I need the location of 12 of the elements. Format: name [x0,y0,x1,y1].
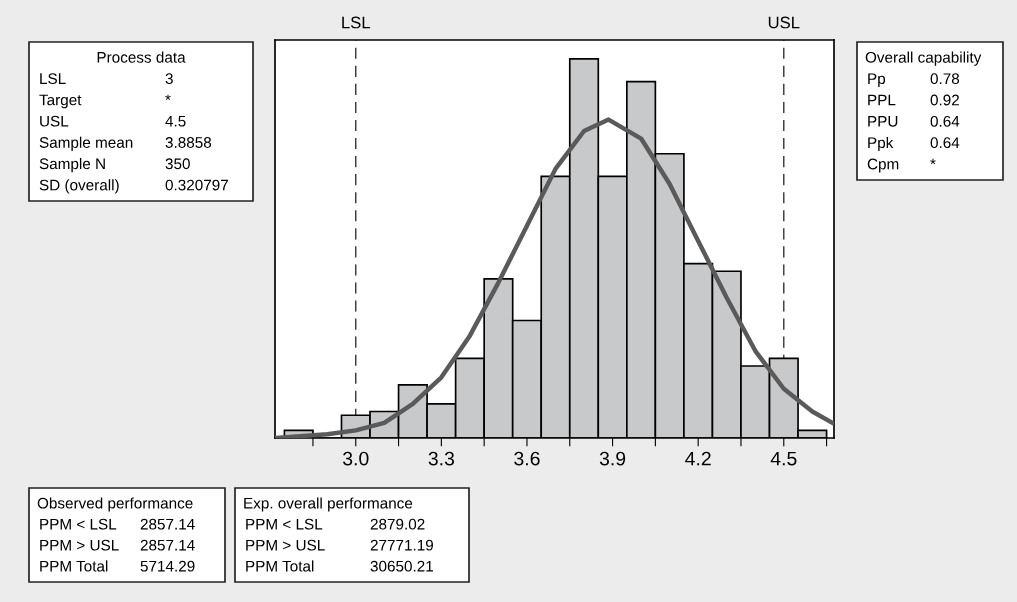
text: Process data LSL 3 Target * USL 4.5 Sample mean 3.8858 Sample N 350 SD (overall) 0.320797 [39,51,228,194]
ref-line-label: LSL [342,16,371,29]
text: Observed performance PPM < LSL 2857.14 PPM > USL 2857.14 PPM Total 5714.29 [37,497,195,572]
x-tick-label: 3.3 [428,451,455,466]
x-tick-label: 3.0 [342,451,369,466]
x-tick-label: 4.2 [685,451,711,466]
x-tick-label: 3.9 [599,451,626,466]
x-tick-label: 4.5 [770,451,797,466]
text: Overall capability Pp 0.78 PPL 0.92 PPU 0.64 Ppk 0.64 Cpm * [865,51,982,173]
x-tick-label: 3.6 [514,451,540,466]
text: Exp. overall performance PPM < LSL 2879.02 PPM > USL 27771.19 PPM Total 30650.21 [244,497,433,572]
ref-line-label: USL [768,16,800,29]
